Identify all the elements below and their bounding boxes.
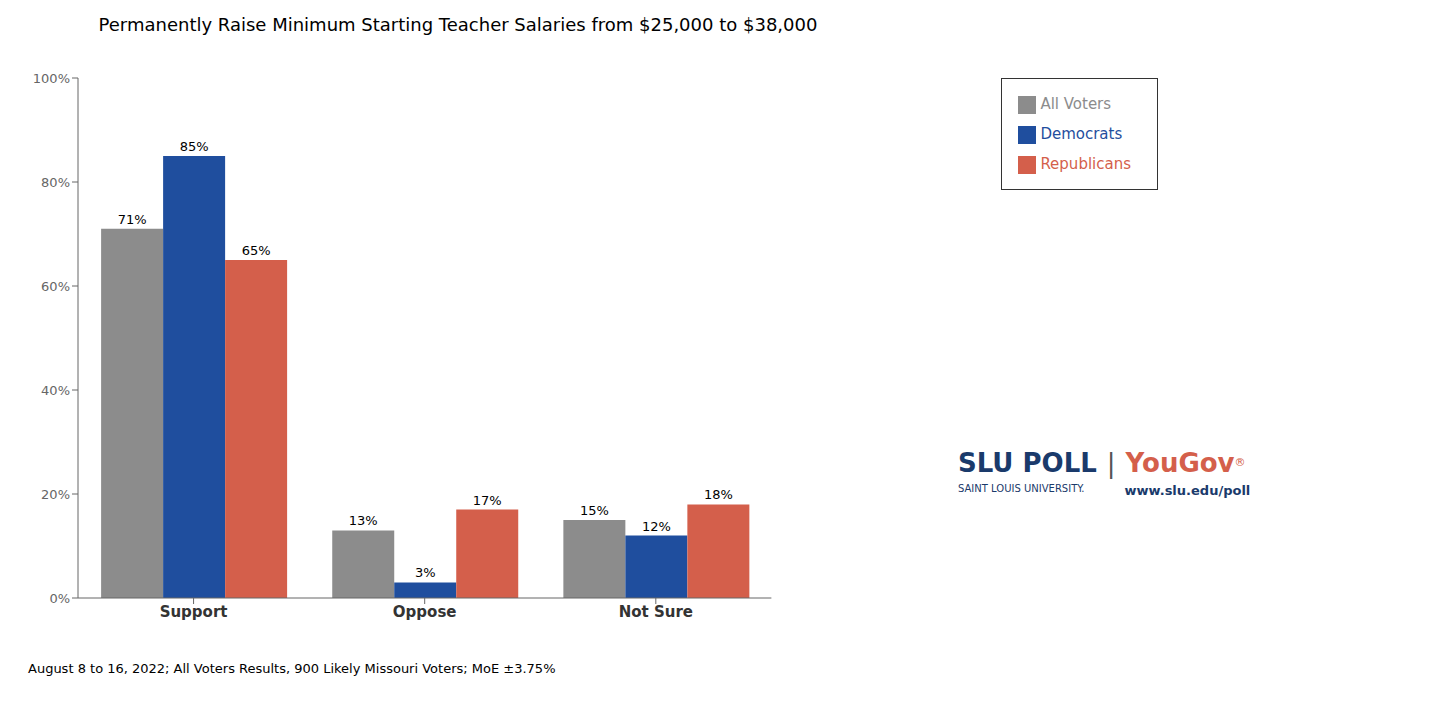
svg-text:17%: 17%: [473, 493, 502, 508]
html-text:Permanently Raise Minimum Star: Permanently Raise Minimum Starting Teach…: [98, 14, 818, 35]
svg-text:65%: 65%: [242, 243, 271, 258]
svg-text:Not Sure: Not Sure: [619, 603, 693, 621]
html-text:Republicans: Republicans: [1040, 155, 1131, 173]
svg-text:Support: Support: [160, 603, 228, 621]
svg-text:40%: 40%: [41, 383, 70, 398]
svg-text:71%: 71%: [118, 212, 147, 227]
svg-text:13%: 13%: [349, 513, 378, 528]
html-text:SAINT LOUIS UNIVERSITY.: SAINT LOUIS UNIVERSITY.: [958, 483, 1085, 495]
svg-text:18%: 18%: [704, 487, 733, 502]
svg-text:Oppose: Oppose: [393, 603, 457, 621]
svg-text:60%: 60%: [41, 279, 70, 294]
svg-text:12%: 12%: [642, 519, 671, 534]
svg-text:0%: 0%: [49, 591, 70, 606]
html-text:August 8 to 16, 2022; All Vote: August 8 to 16, 2022; All Voters Results…: [28, 661, 556, 676]
svg-text:20%: 20%: [41, 487, 70, 502]
svg-text:100%: 100%: [33, 71, 70, 86]
svg-text:3%: 3%: [415, 565, 436, 580]
svg-text:85%: 85%: [180, 139, 209, 154]
svg-text:15%: 15%: [580, 503, 609, 518]
svg-text:80%: 80%: [41, 175, 70, 190]
html-text:www.slu.edu/poll: www.slu.edu/poll: [1124, 483, 1251, 499]
html-text:Democrats: Democrats: [1040, 125, 1123, 143]
html-text:All Voters: All Voters: [1040, 95, 1112, 113]
html-text:SLU POLL | YouGov: SLU POLL | YouGov: [958, 448, 1235, 478]
